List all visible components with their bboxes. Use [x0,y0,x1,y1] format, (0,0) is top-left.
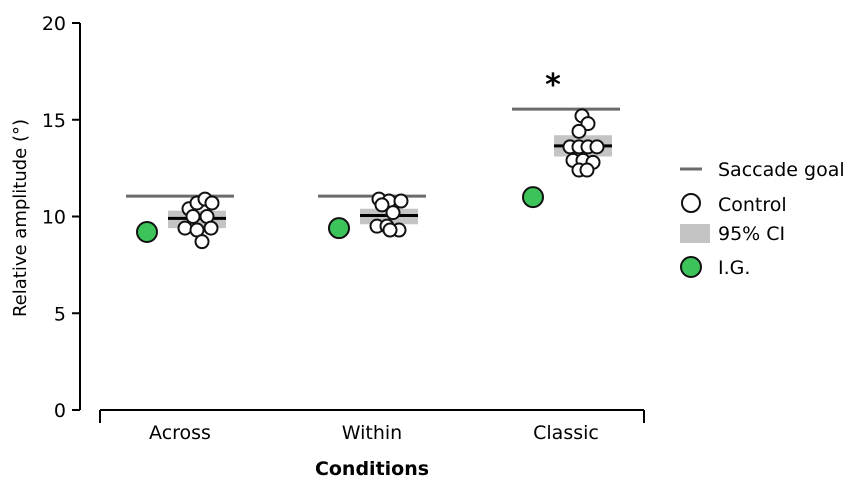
control-point [185,209,201,224]
legend-ci-swatch [680,224,710,243]
y-tick-label: 10 [42,207,66,229]
significance-star: * [545,68,561,103]
legend-control-label: Control [718,194,787,216]
x-tick-label: Within [342,422,402,444]
control-point [194,234,210,250]
control-point [393,193,409,209]
control-point [385,205,401,221]
control-point [589,139,605,155]
x-tick-label: Classic [533,422,599,444]
control-point [382,222,398,238]
control-point [204,195,220,211]
x-tick-label: Across [149,422,211,444]
y-axis-title: Relative amplitude (°) [10,119,31,317]
legend-ig-swatch [680,256,702,278]
y-tick-label: 5 [54,303,66,325]
y-tick-label: 0 [54,400,66,422]
ig-point [522,186,544,209]
ig-point [328,217,350,240]
x-axis-title: Conditions [315,458,429,477]
y-tick-label: 20 [42,13,66,35]
legend: Saccade goal Control 95% CI I.G. [680,159,845,279]
legend-saccade-goal-label: Saccade goal [718,159,845,181]
ig-point [136,220,158,243]
control-point [177,220,193,236]
legend-ig-label: I.G. [718,257,750,279]
y-tick-label: 15 [42,110,66,132]
control-point [579,162,595,178]
control-point [374,197,390,213]
control-point [203,220,219,236]
legend-ci-label: 95% CI [718,223,785,245]
legend-control-swatch [681,193,701,213]
control-point [571,123,587,139]
